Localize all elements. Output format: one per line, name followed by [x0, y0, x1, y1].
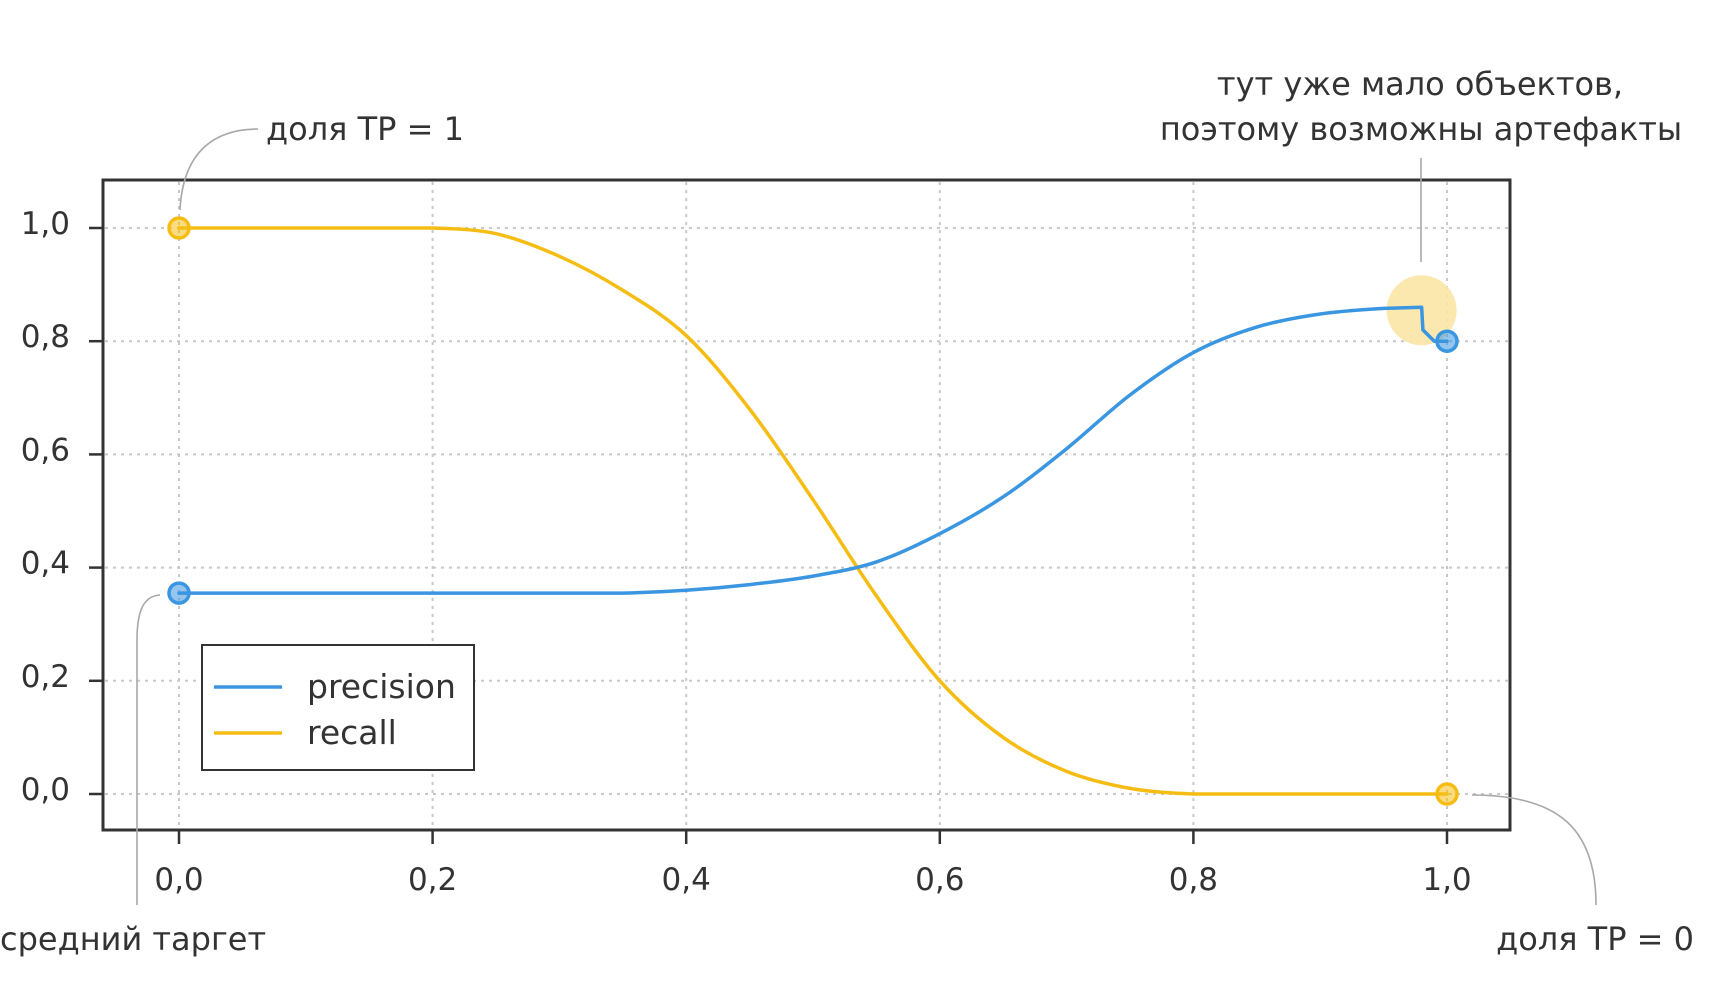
y-tick-label: 0,8 [21, 319, 70, 355]
series-line-recall [177, 226, 1449, 796]
series-line-precision [177, 305, 1449, 595]
markers-layer [167, 216, 1459, 806]
legend-label-recall: recall [307, 713, 397, 752]
y-tick-label: 0,6 [21, 432, 70, 468]
plot-frame [101, 178, 1512, 832]
leader-tp1 [179, 128, 259, 211]
axis-ticks: 0,0 0,2 0,4 0,6 0,8 1,0 0,0 0,2 0,4 0,6 0,8 1,0 [21, 206, 1472, 898]
recall-end-point [1435, 782, 1459, 806]
precision-end-point [1435, 329, 1459, 353]
x-tick-label: 0,8 [1169, 862, 1218, 898]
legend-label-precision: precision [307, 667, 456, 706]
annotation-mean-target: средний таргет [0, 920, 266, 958]
x-tick-label: 0,0 [154, 862, 203, 898]
legend-box [201, 644, 475, 771]
legend: precision recall [201, 644, 475, 771]
annotation-tp1: доля TP = 1 [266, 110, 464, 148]
annotation-artifacts-line: тут уже мало объектов, [1217, 65, 1623, 103]
recall-start-point [167, 216, 191, 240]
x-tick-label: 0,6 [915, 862, 964, 898]
annotation-artifacts-line: поэтому возможны артефакты [1160, 110, 1682, 148]
y-tick-label: 1,0 [21, 206, 70, 242]
x-tick-label: 0,4 [662, 862, 711, 898]
annotations: доля TP = 1 тут уже мало объектов, поэтому… [0, 65, 1694, 958]
series-layer [177, 226, 1449, 796]
y-tick-label: 0,4 [21, 546, 70, 582]
leader-tp0 [1471, 794, 1597, 906]
precision-start-point [167, 581, 191, 605]
y-tick-label: 0,0 [21, 772, 70, 808]
x-tick-label: 0,2 [408, 862, 457, 898]
x-tick-label: 1,0 [1422, 862, 1471, 898]
y-tick-label: 0,2 [21, 659, 70, 695]
annotation-tp0: доля TP = 0 [1496, 920, 1694, 958]
leader-mean-target [136, 594, 161, 905]
